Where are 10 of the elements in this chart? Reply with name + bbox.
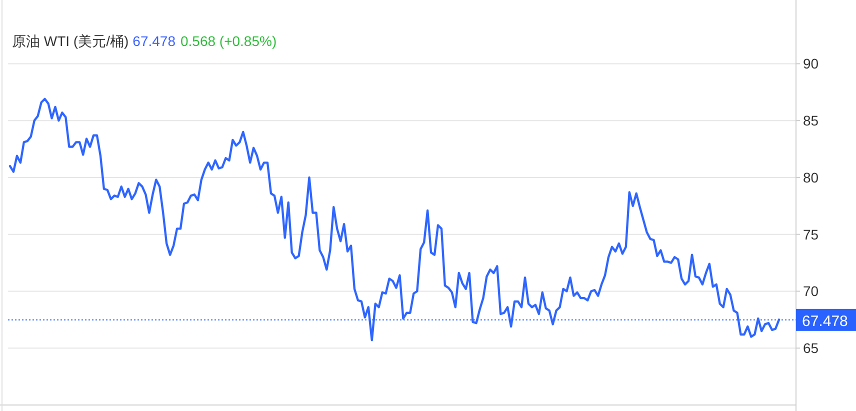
y-tick-label: 90 [803,56,819,72]
annotation: 67.478 [132,33,176,49]
y-tick-label: 80 [803,169,819,186]
annotation: 0.568 (+0.85%) [180,33,277,49]
y-tick-label: 65 [803,340,819,356]
y-tick-label: 85 [803,112,819,129]
y-tick-label: 75 [803,226,819,242]
text: 原油 WTI (美元/桶) [12,33,129,49]
ref-line-label: 67.478 [802,312,848,330]
y-tick-label: 70 [803,283,819,300]
